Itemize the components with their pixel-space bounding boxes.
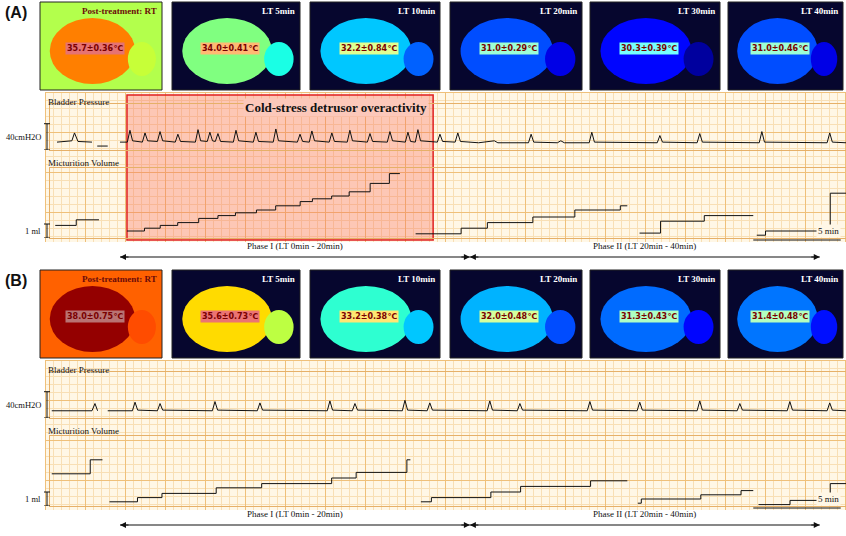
svg-text:38.0±0.75℃: 38.0±0.75℃ <box>67 312 123 321</box>
svg-text:LT 40min: LT 40min <box>801 6 838 16</box>
svg-text:Micturition Volume: Micturition Volume <box>48 426 119 436</box>
svg-text:Micturition Volume: Micturition Volume <box>48 158 119 168</box>
svg-text:LT 20min: LT 20min <box>540 6 577 16</box>
svg-text:Post-treatment: RT: Post-treatment: RT <box>82 6 157 16</box>
svg-text:31.3±0.43℃: 31.3±0.43℃ <box>621 312 677 321</box>
svg-text:Phase I (LT 0min - 20min): Phase I (LT 0min - 20min) <box>247 241 343 251</box>
svg-text:LT 30min: LT 30min <box>678 6 715 16</box>
svg-text:Phase II (LT 20min - 40min): Phase II (LT 20min - 40min) <box>593 509 696 519</box>
svg-text:LT 10min: LT 10min <box>398 6 435 16</box>
svg-text:35.7±0.36℃: 35.7±0.36℃ <box>67 44 123 53</box>
svg-text:30.3±0.39℃: 30.3±0.39℃ <box>621 44 677 53</box>
svg-text:31.0±0.46℃: 31.0±0.46℃ <box>752 44 808 53</box>
svg-text:LT 5min: LT 5min <box>262 274 295 284</box>
svg-text:1 ml: 1 ml <box>25 494 41 504</box>
svg-text:33.2±0.38℃: 33.2±0.38℃ <box>341 312 397 321</box>
svg-text:1 ml: 1 ml <box>25 226 41 236</box>
svg-text:LT 10min: LT 10min <box>398 274 435 284</box>
svg-text:40cmH2O: 40cmH2O <box>6 132 41 142</box>
svg-text:Phase I (LT 0min - 20min): Phase I (LT 0min - 20min) <box>247 509 343 519</box>
svg-text:LT 30min: LT 30min <box>678 274 715 284</box>
svg-text:LT 40min: LT 40min <box>801 274 838 284</box>
svg-text:Bladder Pressure: Bladder Pressure <box>48 365 109 375</box>
svg-text:Bladder Pressure: Bladder Pressure <box>48 97 109 107</box>
svg-text:Cold-stress detrusor overactiv: Cold-stress detrusor overactivity <box>245 100 427 115</box>
svg-text:(B): (B) <box>5 272 27 289</box>
svg-text:32.2±0.84℃: 32.2±0.84℃ <box>341 44 397 53</box>
svg-text:Post-treatment: RT: Post-treatment: RT <box>82 274 157 284</box>
svg-text:(A): (A) <box>5 4 27 21</box>
svg-text:35.6±0.73℃: 35.6±0.73℃ <box>202 312 258 321</box>
svg-text:32.0±0.48℃: 32.0±0.48℃ <box>481 312 537 321</box>
svg-text:5 min: 5 min <box>818 226 839 236</box>
svg-text:40cmH2O: 40cmH2O <box>6 400 41 410</box>
svg-text:LT 20min: LT 20min <box>540 274 577 284</box>
svg-text:31.4±0.48℃: 31.4±0.48℃ <box>752 312 808 321</box>
svg-text:5 min: 5 min <box>818 494 839 504</box>
svg-text:LT 5min: LT 5min <box>262 6 295 16</box>
svg-text:Phase II (LT 20min - 40min): Phase II (LT 20min - 40min) <box>593 241 696 251</box>
svg-text:31.0±0.29℃: 31.0±0.29℃ <box>481 44 537 53</box>
svg-text:34.0±0.41℃: 34.0±0.41℃ <box>202 44 258 53</box>
